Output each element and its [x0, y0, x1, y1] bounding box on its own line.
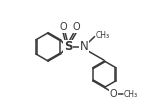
Text: S: S — [64, 40, 73, 53]
Text: O: O — [110, 89, 117, 99]
Text: CH₃: CH₃ — [124, 90, 138, 99]
Text: O: O — [72, 22, 80, 32]
Text: O: O — [60, 22, 67, 32]
Text: CH₃: CH₃ — [96, 31, 110, 40]
Text: N: N — [80, 40, 88, 53]
